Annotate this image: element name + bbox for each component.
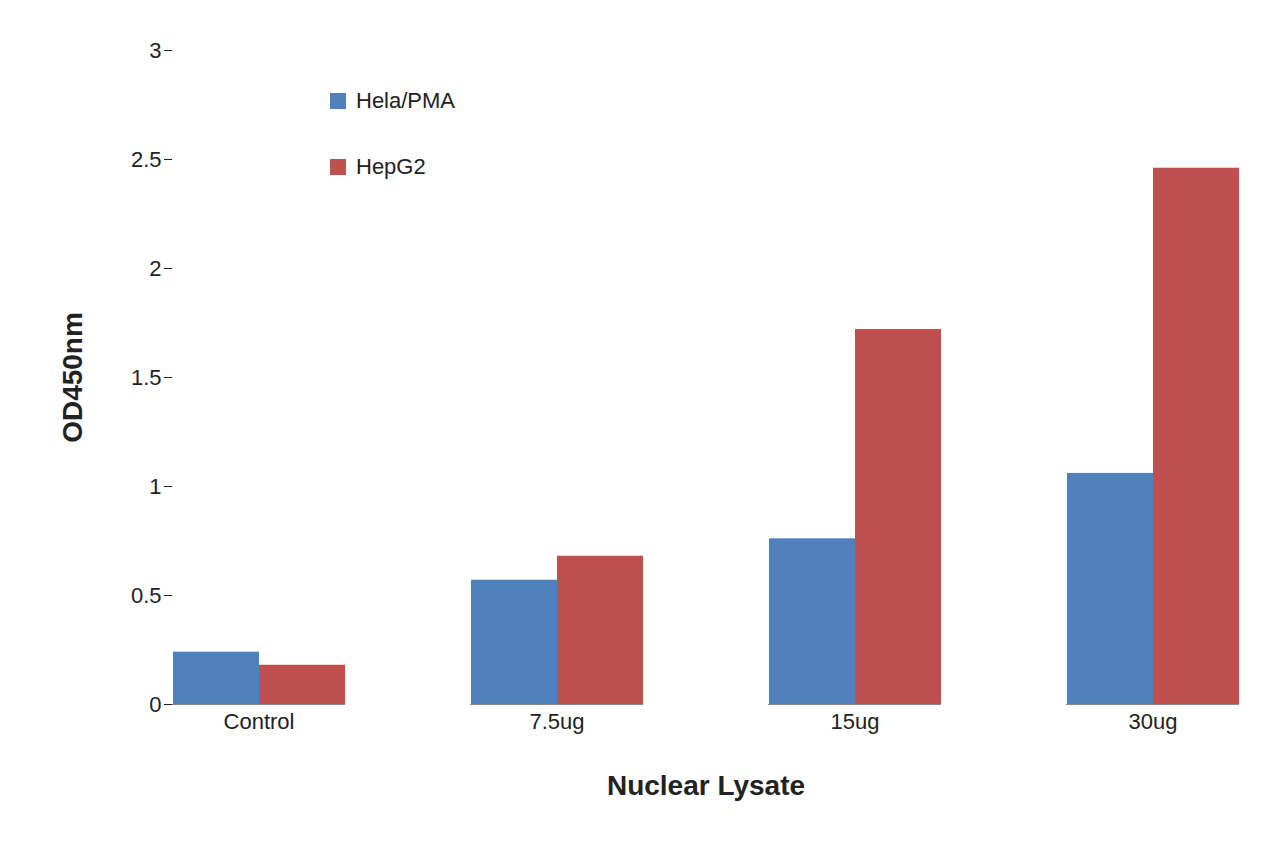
html-text:Hela/PMA: Hela/PMA (356, 88, 455, 113)
svg-text:1.5: 1.5 (131, 365, 162, 390)
html-text:HepG2: HepG2 (356, 154, 426, 179)
svg-text:2.5: 2.5 (131, 147, 162, 172)
svg-text:1: 1 (149, 474, 161, 499)
svg-text:15ug: 15ug (831, 709, 880, 734)
svg-text:OD450nm: OD450nm (57, 312, 88, 443)
svg-text:0.5: 0.5 (131, 583, 162, 608)
svg-text:0: 0 (149, 692, 161, 717)
svg-text:Control: Control (224, 709, 295, 734)
svg-text:Nuclear Lysate: Nuclear Lysate (607, 770, 805, 801)
svg-text:2: 2 (149, 256, 161, 281)
svg-text:3: 3 (149, 38, 161, 63)
svg-text:30ug: 30ug (1129, 709, 1178, 734)
svg-text:7.5ug: 7.5ug (529, 709, 584, 734)
